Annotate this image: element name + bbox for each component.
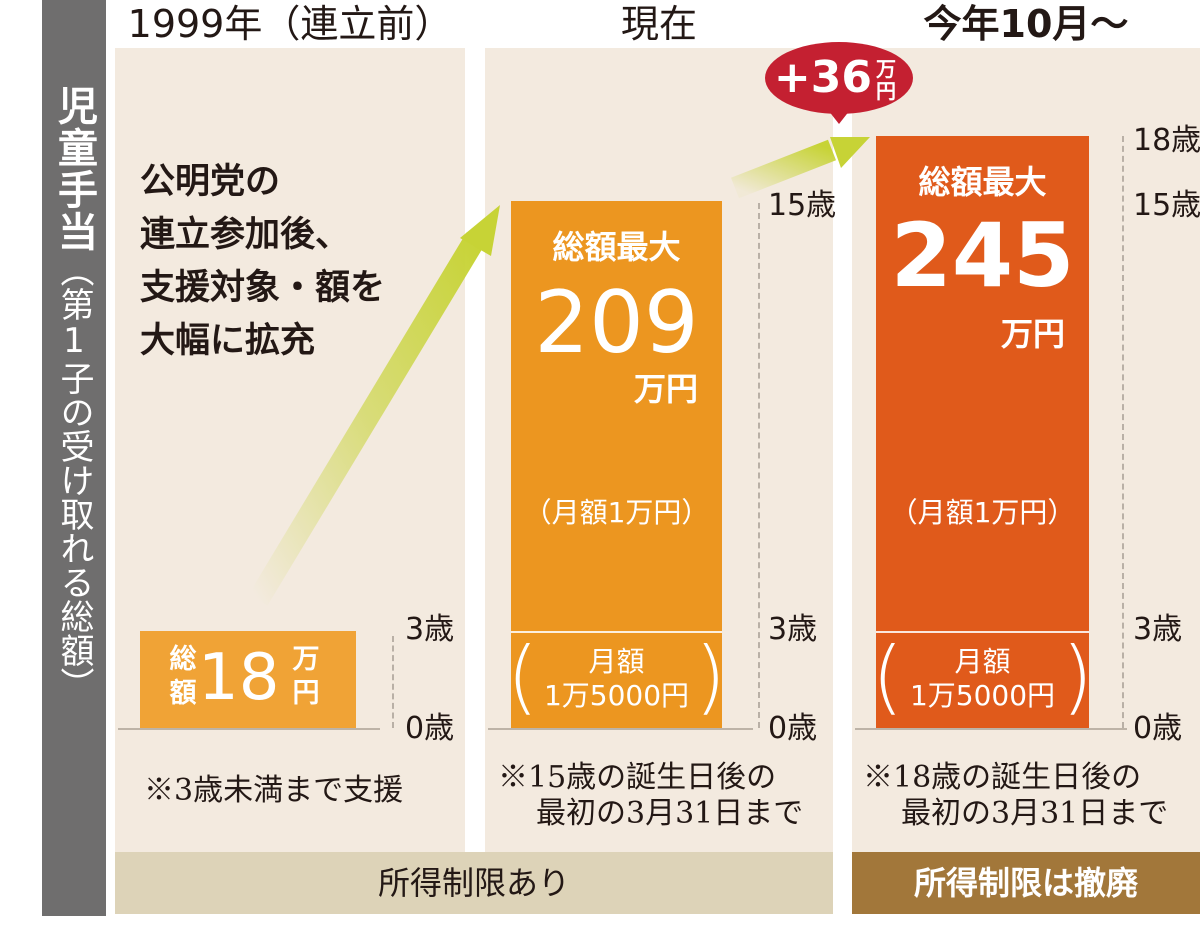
annotation-line-1: 公明党の bbox=[140, 162, 281, 202]
note-1999: ※3歳未満まで支援 bbox=[144, 773, 403, 809]
income-limit-band-with-limit: 所得制限あり bbox=[115, 852, 833, 914]
age-tick-0: 0歳 bbox=[1133, 711, 1183, 746]
note-1999-line-1: ※3歳未満まで支援 bbox=[144, 773, 404, 808]
note-new-line-1: ※18歳の誕生日後の bbox=[863, 760, 1142, 795]
bar-new-monthly-upper: （月額1万円） bbox=[889, 496, 1076, 529]
age-tick-18: 18歳 bbox=[1133, 123, 1200, 158]
badge-shape bbox=[765, 42, 913, 124]
bar-current-unit: 万円 bbox=[633, 370, 698, 408]
arrow-1999-to-current bbox=[248, 205, 500, 606]
age-scale-new bbox=[1122, 136, 1124, 728]
age-scale-current bbox=[758, 203, 760, 728]
bar-new-divider bbox=[876, 631, 1089, 633]
baseline-new bbox=[855, 728, 1127, 730]
note-current-line-1: ※15歳の誕生日後の bbox=[498, 760, 777, 795]
bar-new-label: 総額最大 bbox=[918, 163, 1047, 201]
bar-1999-unit-char-2: 円 bbox=[292, 678, 320, 709]
bar-1999-total: 18 bbox=[198, 641, 280, 715]
bar-1999-unit-char-1: 万 bbox=[292, 644, 320, 675]
baseline-1999 bbox=[118, 728, 380, 730]
age-scale-1999 bbox=[392, 636, 394, 728]
bar-new: 総額最大 245 万円 （月額1万円） ( ) 月額 1万5000円 bbox=[872, 136, 1093, 728]
income-limit-band-abolished: 所得制限は撤廃 bbox=[852, 852, 1200, 914]
note-current-line-2: 最初の3月31日まで bbox=[536, 796, 804, 831]
bar-new-bracket-left: ( bbox=[872, 630, 904, 723]
bar-current-bracket-right: ) bbox=[694, 630, 726, 723]
side-title: 児童手当（第1子の受け取れる総額） bbox=[42, 85, 106, 701]
age-tick-15: 15歳 bbox=[1133, 188, 1200, 223]
bar-current: 総額最大 209 万円 （月額1万円） ( ) 月額 1万5000円 bbox=[507, 201, 726, 728]
note-new: ※18歳の誕生日後の 最初の3月31日まで bbox=[863, 760, 1168, 832]
baseline-current bbox=[488, 728, 753, 730]
bar-current-monthly-lower-label: 月額 bbox=[588, 645, 645, 678]
column-header-new: 今年10月～ bbox=[923, 2, 1129, 46]
column-header-1999: 1999年（連立前） bbox=[127, 2, 453, 46]
bar-1999: 総額 18 万円 bbox=[140, 631, 356, 728]
annotation-line-4: 大幅に拡充 bbox=[140, 321, 316, 361]
age-tick-3: 3歳 bbox=[768, 612, 818, 647]
note-current: ※15歳の誕生日後の 最初の3月31日まで bbox=[498, 760, 803, 832]
bar-current-monthly-lower-amount: 1万5000円 bbox=[543, 679, 690, 712]
annotation-line-3: 支援対象・額を bbox=[140, 268, 386, 308]
side-title-band: 児童手当（第1子の受け取れる総額） bbox=[42, 0, 106, 916]
age-tick-0: 0歳 bbox=[405, 711, 455, 746]
bar-current-bracket-left: ( bbox=[507, 630, 539, 723]
bar-1999-label: 総額 bbox=[168, 643, 198, 711]
age-tick-3: 3歳 bbox=[405, 612, 455, 647]
column-header-current: 現在 bbox=[620, 2, 697, 46]
side-title-main: 児童手当 bbox=[51, 85, 97, 253]
note-new-line-2: 最初の3月31日まで bbox=[901, 796, 1169, 831]
badge-value: +36 bbox=[773, 52, 872, 103]
annotation-text: 公明党の 連立参加後、 支援対象・額を 大幅に拡充 bbox=[140, 156, 385, 368]
annotation-line-2: 連立参加後、 bbox=[140, 215, 351, 255]
bar-current-monthly-upper: （月額1万円） bbox=[523, 496, 710, 529]
bar-current-label: 総額最大 bbox=[552, 228, 681, 266]
badge-unit: 万円 bbox=[876, 57, 896, 103]
bar-current-total: 209 bbox=[534, 273, 699, 373]
bar-new-total: 245 bbox=[890, 204, 1075, 307]
bar-new-bracket-right: ) bbox=[1061, 630, 1093, 723]
bar-1999-unit: 万円 bbox=[290, 643, 322, 711]
increase-badge: +36 万円 bbox=[764, 40, 914, 124]
bar-1999-label-char-2: 額 bbox=[169, 678, 197, 709]
arrow-current-to-new bbox=[730, 137, 870, 199]
age-tick-15: 15歳 bbox=[768, 188, 837, 223]
bar-new-monthly-lower-amount: 1万5000円 bbox=[909, 679, 1056, 712]
bar-new-monthly-lower-label: 月額 bbox=[954, 645, 1011, 678]
age-tick-3: 3歳 bbox=[1133, 612, 1183, 647]
bar-new-unit: 万円 bbox=[1000, 315, 1065, 353]
age-tick-0: 0歳 bbox=[768, 711, 818, 746]
bar-current-divider bbox=[511, 631, 722, 633]
bar-1999-label-char-1: 総 bbox=[169, 644, 197, 675]
side-title-sub: （第1子の受け取れる総額） bbox=[54, 253, 94, 701]
